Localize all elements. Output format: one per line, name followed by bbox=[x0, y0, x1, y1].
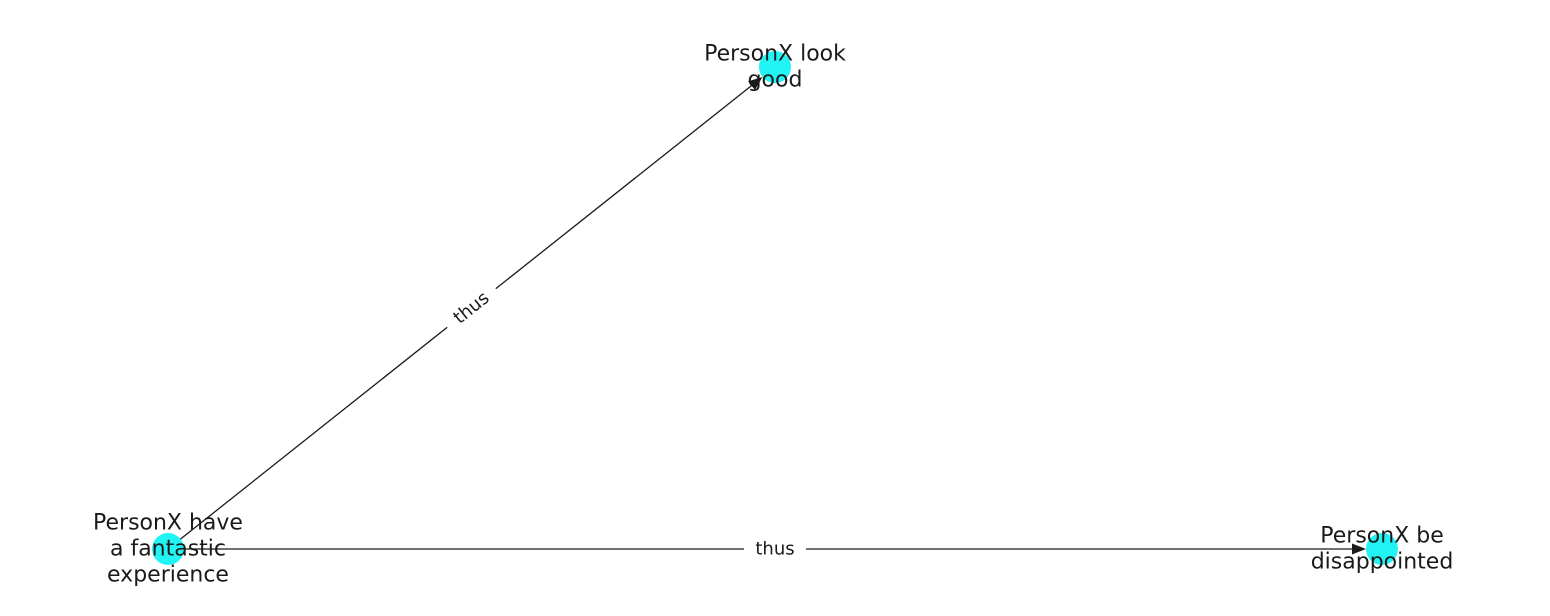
node-personx-look-good-circle bbox=[759, 51, 791, 83]
edge-label-n1-n2: thus bbox=[439, 278, 504, 338]
nodes-layer bbox=[152, 51, 1398, 565]
node-label-line: experience bbox=[107, 563, 229, 588]
node-personx-have-a-fantastic-experience-circle bbox=[152, 533, 184, 565]
labels-layer: PersonX have a fantastic experiencePersonX… bbox=[93, 42, 1453, 588]
edge-label-text: thus bbox=[755, 539, 794, 560]
node-label-line: a fantastic bbox=[110, 537, 226, 562]
node-label-line: PersonX be bbox=[1320, 524, 1444, 549]
node-label-line: disappointed bbox=[1311, 550, 1454, 575]
arrow-head-n1-n2 bbox=[748, 76, 763, 90]
edge-label-n1-n3: thus bbox=[744, 536, 806, 562]
edge-label-background bbox=[744, 536, 806, 562]
node-personx-be-disappointed-label: PersonX be disappointed bbox=[1311, 524, 1454, 575]
node-label-line: good bbox=[748, 68, 803, 93]
node-personx-look-good-label: PersonX look good bbox=[704, 42, 846, 93]
node-label-line: PersonX look bbox=[704, 42, 846, 67]
node-personx-have-a-fantastic-experience-label: PersonX have a fantastic experience bbox=[93, 511, 243, 588]
edge-label-background bbox=[439, 278, 504, 338]
node-personx-be-disappointed-circle bbox=[1366, 533, 1398, 565]
node-label-line: PersonX have bbox=[93, 511, 243, 536]
edges-layer: thus thus bbox=[167, 76, 1366, 562]
arrow-head-n1-n3 bbox=[1352, 543, 1366, 555]
